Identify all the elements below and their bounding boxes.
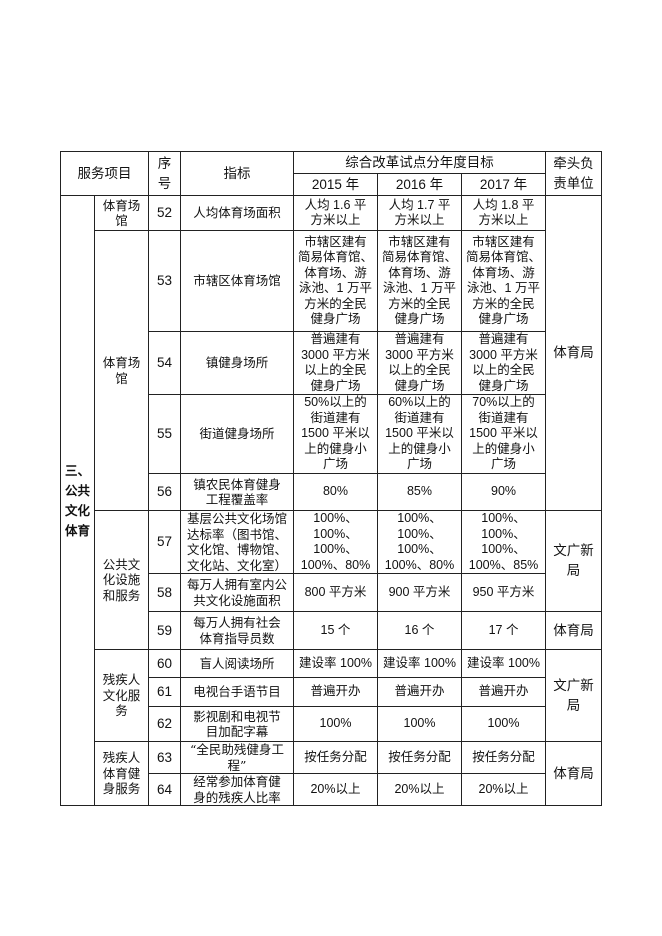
- seq-cell: 59: [148, 611, 181, 650]
- target-cell-2016: 20%以上: [377, 773, 462, 806]
- lead-unit-cell: 体育局: [545, 195, 603, 511]
- seq-cell: 61: [148, 677, 181, 707]
- indicator-cell: 每万人拥有社会 体育指导员数: [180, 611, 294, 650]
- header-year-2015: 2015 年: [293, 173, 378, 196]
- target-cell-2016: 人均 1.7 平 方米以上: [377, 195, 462, 231]
- seq-cell: 54: [148, 331, 181, 395]
- target-cell-2015: 按任务分配: [293, 741, 378, 774]
- category-cell: 体育场 馆: [94, 230, 149, 511]
- header-lead-unit: 牵头负 责单位: [545, 151, 603, 196]
- target-cell-2015: 普遍建有 3000 平方米 以上的全民 健身广场: [293, 331, 378, 395]
- seq-cell: 63: [148, 741, 181, 774]
- target-cell-2016: 100%、 100%、 100%、 100%、80%: [377, 510, 462, 574]
- table-row: 55 街道健身场所 50%以上的 街道建有 1500 平米以 上的健身小 广场 60%…: [61, 394, 602, 474]
- target-cell-2017: 市辖区建有 简易体育馆、 体育场、游 泳池、1 万平 方米的全民 健身广场: [460, 230, 547, 332]
- seq-cell: 52: [148, 195, 181, 231]
- target-cell-2016: 60%以上的 街道建有 1500 平米以 上的健身小 广场: [377, 394, 462, 474]
- indicator-cell: 基层公共文化场馆 达标率（图书馆、 文化馆、博物馆、 文化站、文化室）: [180, 510, 294, 574]
- header-service-item: 服务项目: [60, 151, 149, 196]
- target-cell-2016: 建设率 100%: [377, 649, 462, 678]
- target-cell-2016: 市辖区建有 简易体育馆、 体育场、游 泳池、1 万平 方米的全民 健身广场: [377, 230, 462, 332]
- section-label: 三、 公共 文化 体育: [60, 195, 95, 806]
- target-cell-2017: 20%以上: [460, 773, 547, 806]
- target-cell-2017: 100%、 100%、 100%、 100%、85%: [460, 510, 547, 574]
- target-cell-2015: 20%以上: [293, 773, 378, 806]
- category-cell: 体育场 馆: [94, 195, 149, 231]
- indicator-cell: 影视剧和电视节 目加配字幕: [180, 706, 294, 742]
- seq-cell: 56: [148, 473, 181, 511]
- service-targets-table: 服务项目 序 号 指标 综合改革试点分年度目标 牵头负 责单位 2015 年 2…: [60, 151, 603, 806]
- target-cell-2015: 80%: [293, 473, 378, 511]
- table-row: 公共文 化设施 和服务 57 基层公共文化场馆 达标率（图书馆、 文化馆、博物馆、 …: [61, 510, 603, 650]
- target-cell-2015: 建设率 100%: [293, 649, 378, 678]
- target-cell-2017: 90%: [460, 473, 547, 511]
- target-cell-2015: 市辖区建有 简易体育馆、 体育场、游 泳池、1 万平 方米的全民 健身广场: [293, 230, 378, 332]
- target-cell-2016: 按任务分配: [377, 741, 462, 774]
- table-row: 残疾人 体育健 身服务 63 “全民助残健身工 程” 按任务分配 按任务分配 按任务分配体…: [61, 741, 603, 806]
- target-cell-2015: 100%、 100%、 100%、 100%、80%: [293, 510, 378, 574]
- target-cell-2017: 17 个: [460, 611, 547, 650]
- seq-cell: 58: [148, 573, 181, 612]
- target-cell-2016: 900 平方米: [377, 573, 462, 612]
- indicator-cell: 经常参加体育健 身的残疾人比率: [180, 773, 294, 806]
- target-cell-2017: 普遍建有 3000 平方米 以上的全民 健身广场: [460, 331, 547, 395]
- table-row: 54 镇健身场所 普遍建有 3000 平方米 以上的全民 健身广场 普遍建有 3000…: [61, 331, 602, 395]
- indicator-cell: 每万人拥有室内公 共文化设施面积: [180, 573, 294, 612]
- target-cell-2015: 普遍开办: [293, 677, 378, 707]
- seq-cell: 57: [148, 510, 181, 574]
- seq-cell: 53: [148, 230, 181, 332]
- table-row: 59 每万人拥有社会 体育指导员数 15 个 16 个 17 个体育局: [61, 611, 603, 650]
- target-cell-2015: 100%: [293, 706, 378, 742]
- header-year-2016: 2016 年: [377, 173, 462, 196]
- target-cell-2016: 普遍建有 3000 平方米 以上的全民 健身广场: [377, 331, 462, 395]
- indicator-cell: 电视台手语节目: [180, 677, 294, 707]
- header-seq: 序 号: [148, 151, 181, 196]
- target-cell-2017: 950 平方米: [460, 573, 547, 612]
- target-cell-2017: 建设率 100%: [460, 649, 547, 678]
- lead-unit-cell: 文广新局: [545, 510, 603, 612]
- table-row: 残疾人 文化服 务 60 盲人阅读场所 建设率 100% 建设率 100% 建设率 100…: [61, 649, 603, 742]
- category-cell: 残疾人 文化服 务: [94, 649, 149, 742]
- target-cell-2017: 人均 1.8 平 方米以上: [460, 195, 547, 231]
- seq-cell: 55: [148, 394, 181, 474]
- header-year-2017: 2017 年: [460, 173, 547, 196]
- table-row: 61 电视台手语节目 普遍开办 普遍开办 普遍开办: [61, 677, 602, 707]
- target-cell-2017: 按任务分配: [460, 741, 547, 774]
- header-annual-targets: 综合改革试点分年度目标: [292, 151, 547, 174]
- target-cell-2015: 15 个: [293, 611, 378, 650]
- lead-unit-cell: 体育局: [545, 741, 603, 806]
- category-cell: 公共文 化设施 和服务: [94, 510, 149, 650]
- indicator-cell: 盲人阅读场所: [180, 649, 294, 678]
- target-cell-2015: 50%以上的 街道建有 1500 平米以 上的健身小 广场: [293, 394, 378, 474]
- seq-cell: 60: [148, 649, 181, 678]
- indicator-cell: 人均体育场面积: [180, 195, 294, 231]
- target-cell-2017: 普遍开办: [460, 677, 547, 707]
- lead-unit-cell: 体育局: [545, 611, 603, 650]
- target-cell-2016: 85%: [377, 473, 462, 511]
- indicator-cell: 街道健身场所: [180, 394, 294, 474]
- target-cell-2016: 16 个: [377, 611, 462, 650]
- table-row: 体育场 馆 53 市辖区体育场馆 市辖区建有 简易体育馆、 体育场、游 泳池、1 万平…: [61, 230, 602, 511]
- indicator-cell: 镇健身场所: [180, 331, 294, 395]
- indicator-cell: “全民助残健身工 程”: [180, 741, 294, 774]
- seq-cell: 62: [148, 706, 181, 742]
- header-indicator: 指标: [180, 151, 294, 196]
- indicator-cell: 市辖区体育场馆: [180, 230, 294, 332]
- table-row: 三、 公共 文化 体育 体育场 馆 52 人均体育场面积 人均 1.6 平 方米以上 人均…: [60, 195, 603, 806]
- target-cell-2017: 100%: [460, 706, 547, 742]
- indicator-cell: 镇农民体育健身 工程覆盖率: [180, 473, 294, 511]
- target-cell-2017: 70%以上的 街道建有 1500 平米以 上的健身小 广场: [460, 394, 547, 474]
- table-row: 62 影视剧和电视节 目加配字幕 100% 100% 100%: [61, 706, 602, 742]
- target-cell-2015: 800 平方米: [293, 573, 378, 612]
- category-cell: 残疾人 体育健 身服务: [94, 741, 149, 806]
- lead-unit-cell: 文广新局: [545, 649, 603, 742]
- seq-cell: 64: [148, 773, 181, 806]
- target-cell-2015: 人均 1.6 平 方米以上: [293, 195, 378, 231]
- table-row: 64 经常参加体育健 身的残疾人比率 20%以上 20%以上 20%以上: [61, 773, 602, 806]
- target-cell-2016: 普遍开办: [377, 677, 462, 707]
- target-cell-2016: 100%: [377, 706, 462, 742]
